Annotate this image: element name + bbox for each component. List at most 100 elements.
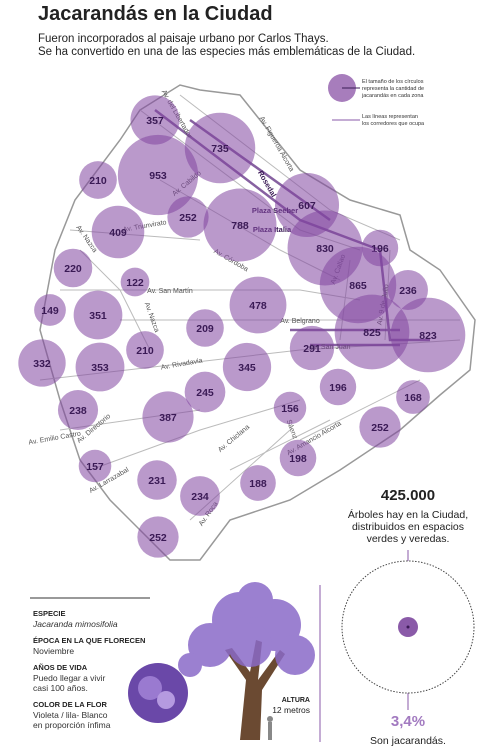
- bubble: [184, 371, 226, 413]
- bubble: [203, 188, 277, 262]
- bubble: [180, 476, 220, 516]
- info-value: Jacaranda mimosifolia: [32, 619, 118, 629]
- bubble: [137, 516, 179, 558]
- flower-detail: [157, 691, 175, 709]
- info-label: ESPECIE: [33, 609, 66, 618]
- bubble-label: 607: [298, 200, 316, 212]
- share-dot: [406, 625, 410, 629]
- bubble: [289, 325, 335, 371]
- bubble-label: 291: [303, 343, 321, 355]
- street-label: Plaza Seeber: [252, 206, 298, 215]
- bubble: [78, 449, 112, 483]
- legend-text: representa la cantidad de: [362, 86, 424, 92]
- bubble-label: 252: [149, 532, 167, 544]
- bubble: [390, 297, 466, 373]
- bubble: [73, 290, 123, 340]
- info-value: en proporción ínfima: [33, 720, 111, 730]
- bubble: [319, 368, 357, 406]
- bubble: [240, 465, 276, 501]
- info-label: AÑOS DE VIDA: [33, 663, 88, 672]
- subtitle: Fueron incorporados al paisaje urbano po…: [38, 33, 329, 45]
- bubble-label: 234: [191, 491, 209, 503]
- street-label: Av. San Martín: [147, 288, 193, 295]
- bubble: [273, 391, 307, 425]
- bubble-label: 478: [249, 300, 267, 312]
- bubble: [126, 331, 164, 369]
- bubble: [117, 134, 199, 216]
- info-label: COLOR DE LA FLOR: [33, 700, 107, 709]
- bubble-label: 245: [196, 387, 214, 399]
- total-text: Árboles hay en la Ciudad,: [348, 508, 468, 521]
- info-value: casi 100 años.: [33, 683, 88, 693]
- bubble: [34, 294, 66, 326]
- bubble-label: 122: [126, 277, 144, 289]
- bubble-label: 865: [349, 280, 367, 292]
- bubble: [142, 391, 194, 443]
- legend-text: jacarandás en cada zona: [361, 93, 424, 99]
- bubble-label: 210: [89, 175, 107, 187]
- bubble: [91, 205, 145, 259]
- bubble-label: 188: [249, 478, 267, 490]
- total-text: verdes y veredas.: [367, 533, 450, 545]
- bubble: [167, 196, 209, 238]
- bubble-label: 252: [179, 212, 197, 224]
- bubble: [229, 276, 287, 334]
- bubble-label: 953: [149, 170, 167, 182]
- bubble: [18, 339, 66, 387]
- street-label: Av. Belgrano: [280, 318, 320, 325]
- legend-text: Las líneas representan: [362, 114, 418, 120]
- legend-text: los corredores que ocupa: [362, 121, 425, 127]
- bubble-label: 825: [363, 327, 381, 339]
- info-label: ÉPOCA EN LA QUE FLORECEN: [33, 636, 145, 645]
- bubble-label: 332: [33, 358, 51, 370]
- bubble-label: 409: [109, 227, 127, 239]
- bubble-label: 168: [404, 392, 422, 404]
- bubble-label: 351: [89, 310, 107, 322]
- flower-detail: [138, 676, 162, 700]
- info-value: Puedo llegar a vivir: [33, 673, 105, 683]
- bubble: [137, 460, 177, 500]
- title: Jacarandás en la Ciudad: [38, 3, 273, 25]
- bubble-label: 357: [146, 115, 164, 127]
- bubble: [53, 248, 93, 288]
- bubble-label: 387: [159, 412, 177, 424]
- percent: 3,4%: [391, 713, 425, 730]
- total: 425.000: [381, 487, 435, 504]
- bubble: [130, 95, 180, 145]
- bubble: [359, 406, 401, 448]
- total-text: distribuidos en espacios: [352, 521, 464, 533]
- bubble-label: 156: [281, 403, 299, 415]
- bubble: [75, 342, 125, 392]
- bubble-label: 345: [238, 362, 256, 374]
- bubble-label: 788: [231, 220, 249, 232]
- bubble-label: 830: [316, 243, 334, 255]
- bubble-label: 149: [41, 305, 59, 317]
- bubble-label: 353: [91, 362, 109, 374]
- height-label: ALTURA: [282, 697, 310, 704]
- percent-text: Son jacarandás.: [370, 735, 446, 747]
- bubble: [334, 294, 410, 370]
- legend-text: El tamaño de los círculos: [362, 79, 424, 85]
- bubble-label: 157: [86, 461, 104, 473]
- street-label: Av. Emilio Castro: [28, 430, 82, 446]
- bubble-label: 210: [136, 345, 154, 357]
- bubble-label: 238: [69, 405, 87, 417]
- bubble: [120, 267, 150, 297]
- bubble: [279, 439, 317, 477]
- tree: [178, 582, 315, 740]
- subtitle: Se ha convertido en una de las especies …: [38, 46, 415, 58]
- bubble-label: 220: [64, 263, 82, 275]
- bubble: [79, 161, 117, 199]
- bubble-label: 231: [148, 475, 166, 487]
- height-value: 12 metros: [272, 705, 310, 715]
- bubble-label: 823: [419, 330, 437, 342]
- bubble: [184, 112, 256, 184]
- bubble-label: 196: [329, 382, 347, 394]
- bubble-label: 252: [371, 422, 389, 434]
- bubble: [186, 309, 224, 347]
- info-value: Noviembre: [33, 646, 74, 656]
- bubble: [57, 389, 99, 431]
- bubble: [396, 380, 430, 414]
